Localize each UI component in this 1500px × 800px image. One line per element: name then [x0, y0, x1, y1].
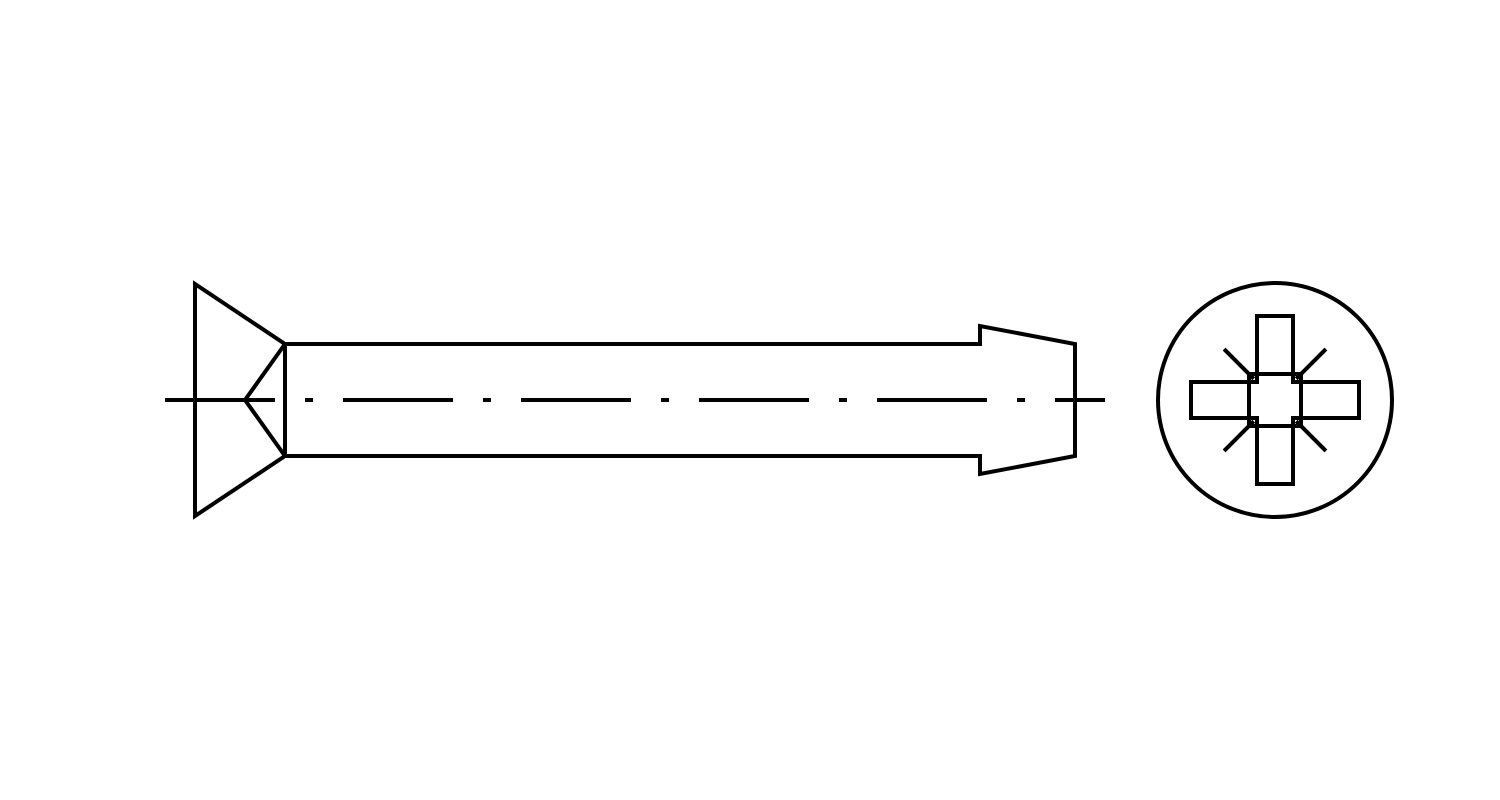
head-recess-edge-top	[245, 344, 285, 400]
technical-drawing	[0, 0, 1500, 800]
head-recess-edge-bot	[245, 400, 285, 456]
pozidriv-cross	[1191, 316, 1359, 484]
head-circle	[1158, 283, 1392, 517]
pozidriv-diagonal-1	[1296, 349, 1326, 379]
pozidriv-diagonal-3	[1224, 349, 1254, 379]
pozidriv-diagonal-0	[1296, 421, 1326, 451]
pozidriv-diagonal-2	[1224, 421, 1254, 451]
